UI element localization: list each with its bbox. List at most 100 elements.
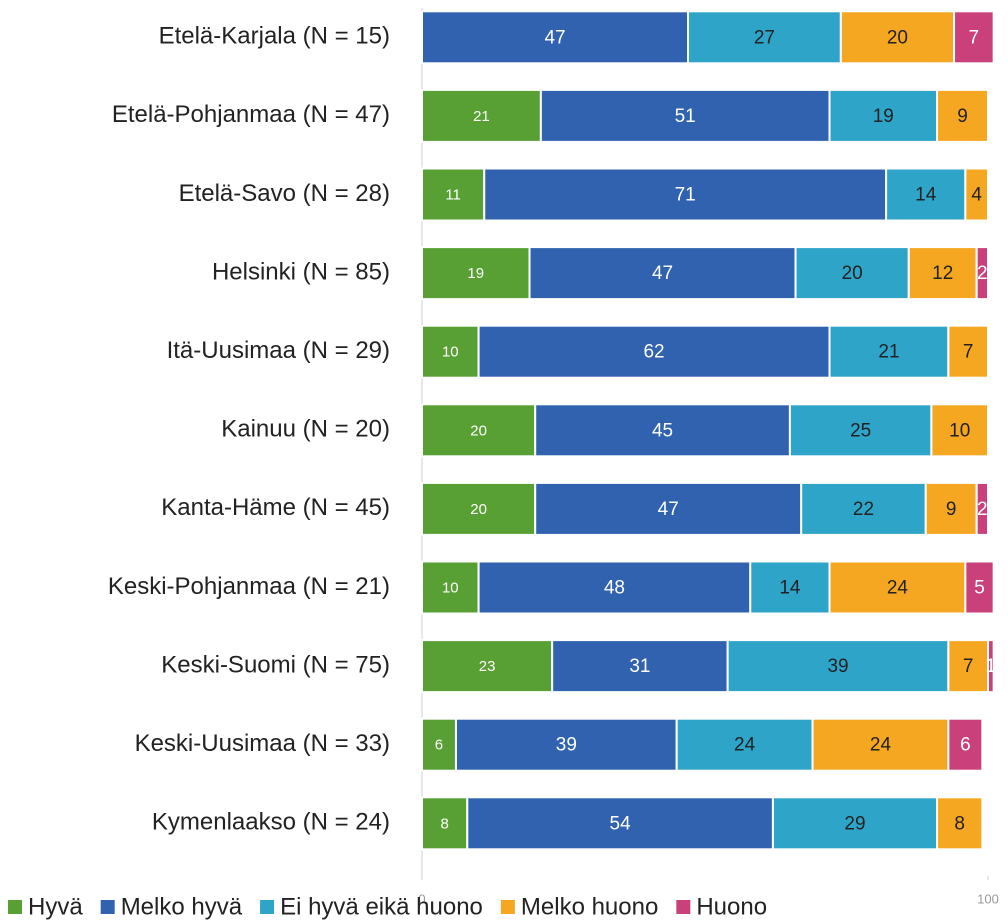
legend-swatch	[8, 900, 22, 914]
data-label: 47	[652, 263, 673, 284]
bar-segment	[953, 10, 995, 65]
data-label: 47	[544, 27, 565, 48]
category-label: Etelä-Karjala (N = 15)	[159, 23, 390, 50]
bar-segment	[539, 88, 831, 143]
data-label: 8	[954, 813, 965, 834]
category-label: Keski-Suomi (N = 75)	[161, 651, 390, 678]
data-label: 7	[969, 27, 980, 48]
data-label: 39	[827, 656, 848, 677]
data-label: 8	[440, 815, 448, 832]
bar-segment	[924, 481, 978, 536]
data-label: 48	[604, 578, 625, 599]
bar-segment	[421, 167, 486, 222]
bar-segment	[421, 324, 480, 379]
x-tick-label: 0	[418, 891, 425, 906]
data-label: 20	[470, 501, 487, 518]
bar-segment	[771, 796, 939, 851]
legend-label: Ei hyvä eikä huono	[280, 893, 483, 920]
data-label: 22	[853, 499, 874, 520]
bar-segment	[551, 639, 729, 694]
data-label: 19	[873, 106, 894, 127]
data-label: 10	[442, 579, 459, 596]
data-label: 45	[652, 420, 673, 441]
data-label: 6	[435, 737, 443, 754]
x-tick-label: 100	[977, 891, 999, 906]
category-label: Kainuu (N = 20)	[221, 416, 390, 443]
legend-swatch	[260, 900, 275, 914]
data-label: 14	[915, 185, 937, 206]
legend-swatch	[676, 900, 691, 914]
bar-segment	[987, 639, 995, 694]
legend-label: Melko huono	[521, 893, 658, 920]
data-label: 24	[734, 735, 756, 756]
data-label: 2	[977, 499, 988, 520]
bar-segment	[885, 167, 967, 222]
data-label: 4	[971, 185, 982, 206]
data-label: 23	[479, 658, 496, 675]
data-label: 20	[470, 422, 487, 439]
data-label: 14	[779, 578, 801, 599]
bar-segment	[477, 324, 831, 379]
bar-segment	[811, 717, 950, 772]
bar-segment	[947, 639, 990, 694]
data-label: 62	[643, 342, 664, 363]
category-label: Kanta-Häme (N = 45)	[161, 494, 390, 521]
data-label: 7	[963, 342, 974, 363]
bar-segment	[936, 796, 984, 851]
category-label: Itä-Uusimaa (N = 29)	[167, 337, 390, 364]
data-label: 51	[675, 106, 696, 127]
category-label: Keski-Pohjanmaa (N = 21)	[108, 573, 390, 600]
legend-label: Melko hyvä	[121, 893, 243, 920]
category-label: Helsinki (N = 85)	[212, 258, 390, 285]
data-label: 25	[850, 420, 871, 441]
bar-segment	[947, 717, 984, 772]
category-label: Etelä-Pohjanmaa (N = 47)	[112, 101, 390, 128]
bar-segment	[687, 10, 842, 65]
data-label: 54	[610, 813, 632, 834]
data-label: 10	[442, 344, 459, 361]
data-label: 47	[658, 499, 679, 520]
data-label: 19	[467, 265, 484, 282]
data-label: 21	[473, 108, 490, 125]
bar-segment	[534, 481, 803, 536]
bar-segment	[794, 246, 910, 301]
category-label: Kymenlaakso (N = 24)	[152, 809, 390, 836]
bar-segment	[675, 717, 814, 772]
data-label: 24	[870, 735, 892, 756]
bar-segment	[421, 403, 537, 458]
data-label: 1	[986, 656, 997, 677]
bar-segment	[421, 246, 531, 301]
data-label: 11	[445, 186, 461, 203]
bar-segment	[828, 324, 950, 379]
bar-segment	[964, 167, 989, 222]
data-label: 20	[887, 27, 908, 48]
bar-segment	[483, 167, 888, 222]
legend-label: Hyvä	[28, 893, 83, 920]
legend-swatch	[100, 900, 115, 914]
data-label: 6	[960, 735, 971, 756]
data-label: 7	[963, 656, 974, 677]
data-label: 71	[675, 185, 696, 206]
bar-segment	[800, 481, 927, 536]
data-label: 39	[556, 735, 577, 756]
data-label: 27	[754, 27, 775, 48]
category-label: Etelä-Savo (N = 28)	[179, 180, 390, 207]
data-label: 21	[878, 342, 899, 363]
bar-segment	[477, 560, 752, 615]
data-label: 5	[974, 578, 985, 599]
bar-segment	[528, 246, 797, 301]
bar-segment	[947, 324, 990, 379]
bar-segment	[975, 246, 989, 301]
bar-segment	[534, 403, 791, 458]
data-label: 9	[946, 499, 957, 520]
data-label: 24	[887, 578, 909, 599]
data-label: 12	[932, 263, 953, 284]
legend-label: Huono	[696, 893, 767, 920]
data-label: 29	[844, 813, 865, 834]
legend-swatch	[500, 900, 515, 914]
bar-segment	[421, 560, 480, 615]
category-label: Keski-Uusimaa (N = 33)	[135, 730, 390, 757]
data-label: 9	[957, 106, 968, 127]
bar-segment	[466, 796, 774, 851]
